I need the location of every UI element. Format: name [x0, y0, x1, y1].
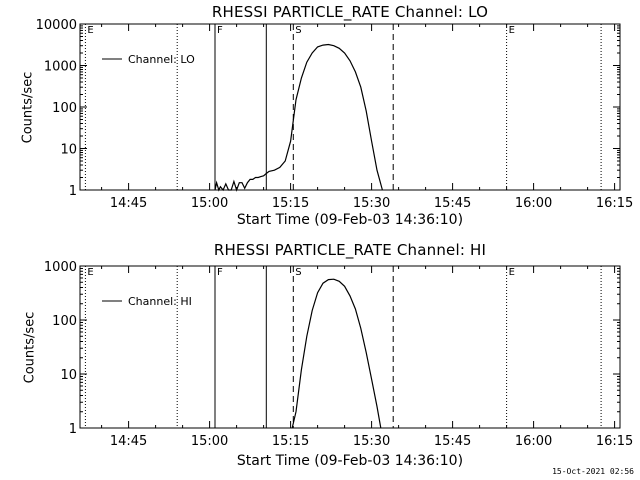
x-tick-label: 16:15	[596, 434, 633, 449]
y-tick-label: 10	[60, 143, 77, 158]
legend-label: Channel: LO	[128, 53, 195, 66]
x-tick-label: 15:30	[353, 196, 390, 211]
x-tick-label: 15:30	[353, 434, 390, 449]
legend: Channel: LO	[102, 53, 195, 66]
chart-title-top: RHESSI PARTICLE_RATE Channel: LO	[211, 3, 489, 21]
marker-label: F	[217, 267, 223, 278]
x-tick-label: 15:45	[434, 196, 471, 211]
marker-label: E	[87, 25, 93, 36]
marker-label: S	[295, 267, 301, 278]
x-tick-label: 15:00	[191, 196, 228, 211]
marker-label: E	[509, 267, 515, 278]
legend: Channel: HI	[102, 295, 192, 308]
y-tick-label: 1000	[44, 260, 77, 275]
y-tick-label: 100	[52, 101, 77, 116]
marker-label: E	[87, 267, 93, 278]
x-tick-label: 15:45	[434, 434, 471, 449]
plot-frame	[79, 23, 621, 191]
timestamp: 15-Oct-2021 02:56	[552, 467, 634, 476]
x-tick-label: 14:45	[110, 434, 147, 449]
y-tick-label: 1	[69, 184, 77, 199]
y-tick-label: 100	[52, 314, 77, 329]
marker-label: E	[509, 25, 515, 36]
x-tick-label: 16:00	[515, 434, 552, 449]
marker-label: F	[217, 25, 223, 36]
x-axis-label-top: Start Time (09-Feb-03 14:36:10)	[236, 212, 464, 228]
plot-frame	[79, 265, 621, 429]
y-tick-label: 10000	[36, 18, 77, 33]
chart-title-bottom: RHESSI PARTICLE_RATE Channel: HI	[213, 241, 487, 259]
panel-lo: 1 10 100 1000 10000 14:45 15:00 15:15 15:30 15:45…	[36, 18, 634, 211]
x-tick-label: 15:00	[191, 434, 228, 449]
y-tick-label: 1000	[44, 60, 77, 75]
x-axis-label-bottom: Start Time (09-Feb-03 14:36:10)	[236, 453, 464, 469]
x-tick-label: 16:15	[596, 196, 633, 211]
x-tick-label: 14:45	[110, 196, 147, 211]
marker-label: S	[295, 25, 301, 36]
series-line	[291, 278, 382, 429]
series-line	[214, 43, 383, 192]
y-tick-label: 10	[60, 368, 77, 383]
x-tick-label: 16:00	[515, 196, 552, 211]
panel-hi: 1 10 100 1000 14:45 15:00 15:15 15:30 15:45 16:00…	[44, 260, 633, 449]
x-tick-label: 15:15	[272, 434, 309, 449]
x-tick-label: 15:15	[272, 196, 309, 211]
legend-label: Channel: HI	[128, 295, 192, 308]
y-tick-label: 1	[69, 422, 77, 437]
